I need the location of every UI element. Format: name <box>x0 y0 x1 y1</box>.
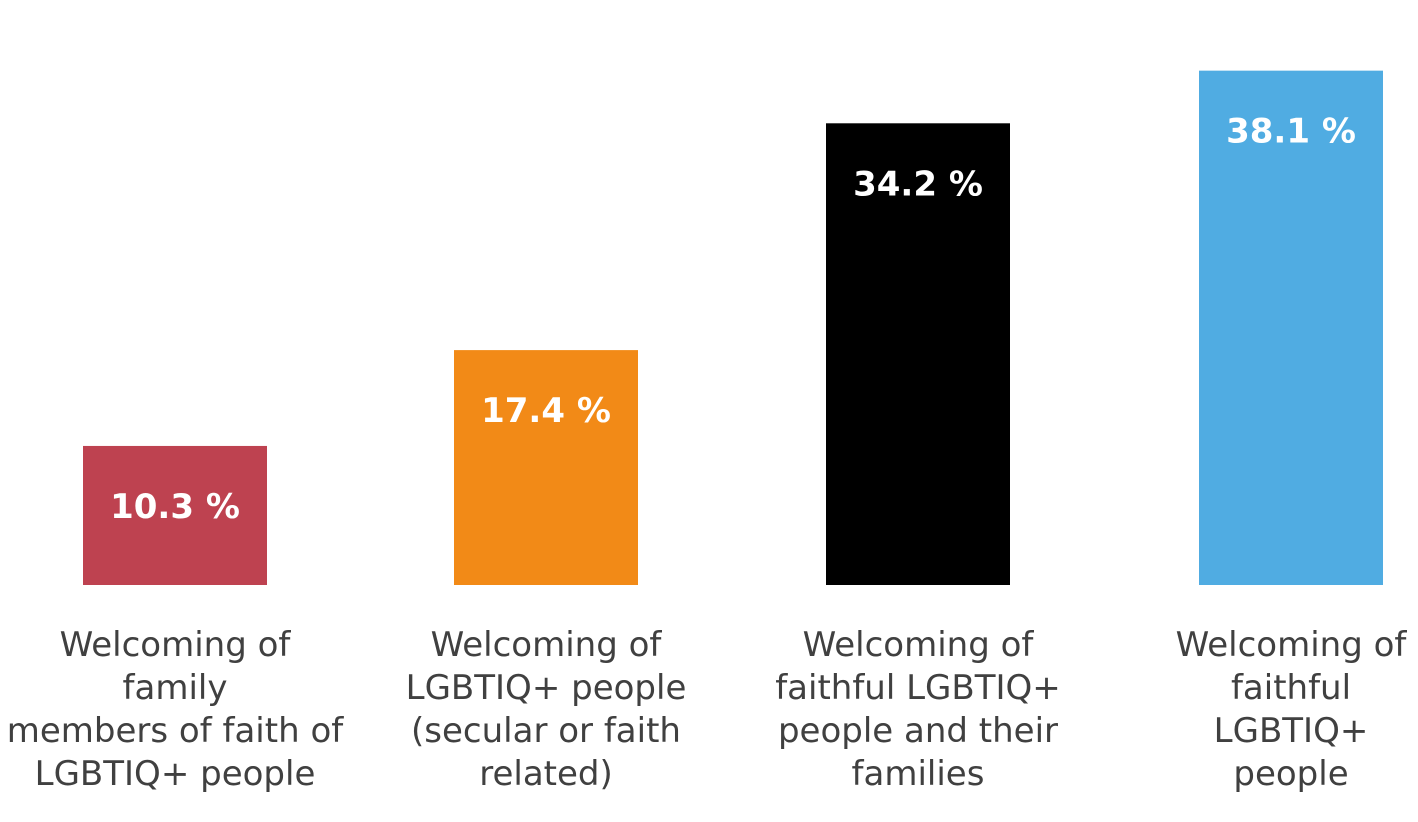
category-label-line: Welcoming of <box>1175 625 1407 665</box>
category-label-line: families <box>851 754 985 794</box>
category-label-4: Welcoming of faithful LGBTIQ+ people <box>1121 624 1418 796</box>
bar-2 <box>454 350 638 585</box>
category-label-line: Welcoming of family <box>59 625 291 708</box>
category-label-line: people <box>1233 754 1349 794</box>
bar-3 <box>826 123 1010 586</box>
category-label-line: related) <box>479 754 613 794</box>
data-label-3: 34.2 % <box>853 164 983 204</box>
category-label-line: faithful <box>1230 668 1352 708</box>
category-label-line: Welcoming of <box>802 625 1034 665</box>
category-label-line: (secular or faith <box>411 711 681 751</box>
bar-1 <box>83 445 267 585</box>
data-label-4: 38.1 % <box>1226 112 1356 152</box>
category-label-1: Welcoming of family members of faith of LG… <box>5 624 345 796</box>
data-label-2: 17.4 % <box>481 391 611 431</box>
category-label-line: members of faith of <box>6 711 344 751</box>
category-label-2: Welcoming of LGBTIQ+ people (secular or fa… <box>376 624 716 796</box>
category-label-line: LGBTIQ+ <box>1213 711 1369 751</box>
category-label-line: LGBTIQ+ people <box>405 668 687 708</box>
category-label-line: LGBTIQ+ people <box>34 754 316 794</box>
bar-4 <box>1199 70 1383 585</box>
category-label-line: people and their <box>777 711 1059 751</box>
category-label-3: Welcoming of faithful LGBTIQ+ people and t… <box>748 624 1088 796</box>
category-label-line: Welcoming of <box>430 625 662 665</box>
data-label-1: 10.3 % <box>110 487 240 527</box>
category-label-line: faithful LGBTIQ+ <box>775 668 1061 708</box>
